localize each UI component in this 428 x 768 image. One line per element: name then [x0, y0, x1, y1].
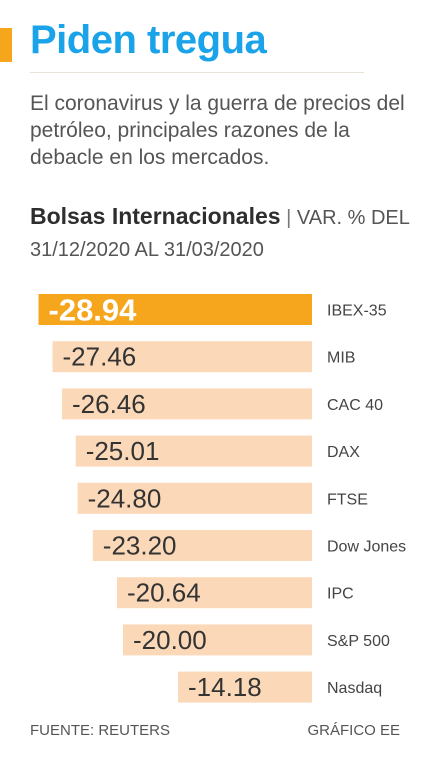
- subtitle: El coronavirus y la guerra de precios de…: [30, 92, 405, 169]
- bar-chart: -28.94 IBEX-35 -27.46 MIB -26.46 CAC 40 -25.01…: [38, 293, 406, 703]
- category-label: Dow Jones: [327, 539, 406, 556]
- bar-value-label: -28.94: [49, 293, 138, 328]
- source-note: FUENTE: REUTERS: [30, 722, 171, 739]
- bar-ibex-35: [38, 294, 312, 325]
- bar-value-label: -26.46: [72, 389, 146, 419]
- bar-nasdaq: [178, 671, 312, 703]
- headline: Piden tregua: [30, 18, 267, 62]
- bar-s-p-500: [123, 624, 312, 656]
- bar-ipc: [117, 577, 312, 609]
- chart-heading-separator: |: [286, 207, 292, 229]
- bar-dow-jones: [92, 530, 312, 561]
- bar-value-label: -27.46: [63, 342, 137, 372]
- bar-value-label: -20.00: [133, 625, 207, 655]
- category-label: S&P 500: [327, 633, 390, 650]
- category-label: MIB: [327, 350, 355, 367]
- bar-value-label: -24.80: [88, 483, 162, 513]
- headline-divider: [30, 72, 364, 73]
- category-label: IPC: [327, 586, 354, 603]
- bar-value-label: -14.18: [188, 672, 262, 702]
- category-label: FTSE: [327, 491, 368, 508]
- bar-dax: [75, 435, 312, 467]
- bar-mib: [52, 341, 312, 373]
- chart-heading: Bolsas Internacionales | VAR. % DEL 31/1…: [30, 200, 420, 266]
- category-label: Nasdaq: [327, 680, 382, 697]
- category-label: DAX: [327, 444, 360, 461]
- bar-cac-40: [62, 388, 312, 420]
- chart-heading-bold: Bolsas Internacionales: [30, 203, 281, 229]
- title-accent-block: [0, 28, 12, 62]
- bar-value-label: -25.01: [86, 436, 160, 466]
- bar-ftse: [77, 482, 312, 514]
- bar-value-label: -20.64: [127, 578, 201, 608]
- bar-value-label: -23.20: [103, 531, 177, 561]
- graphic-credit: GRÁFICO EE: [307, 722, 400, 739]
- chart-heading-detail: VAR. % DEL 31/12/2020 AL 31/03/2020: [30, 207, 410, 261]
- category-label: IBEX-35: [327, 303, 387, 320]
- category-label: CAC 40: [327, 397, 383, 414]
